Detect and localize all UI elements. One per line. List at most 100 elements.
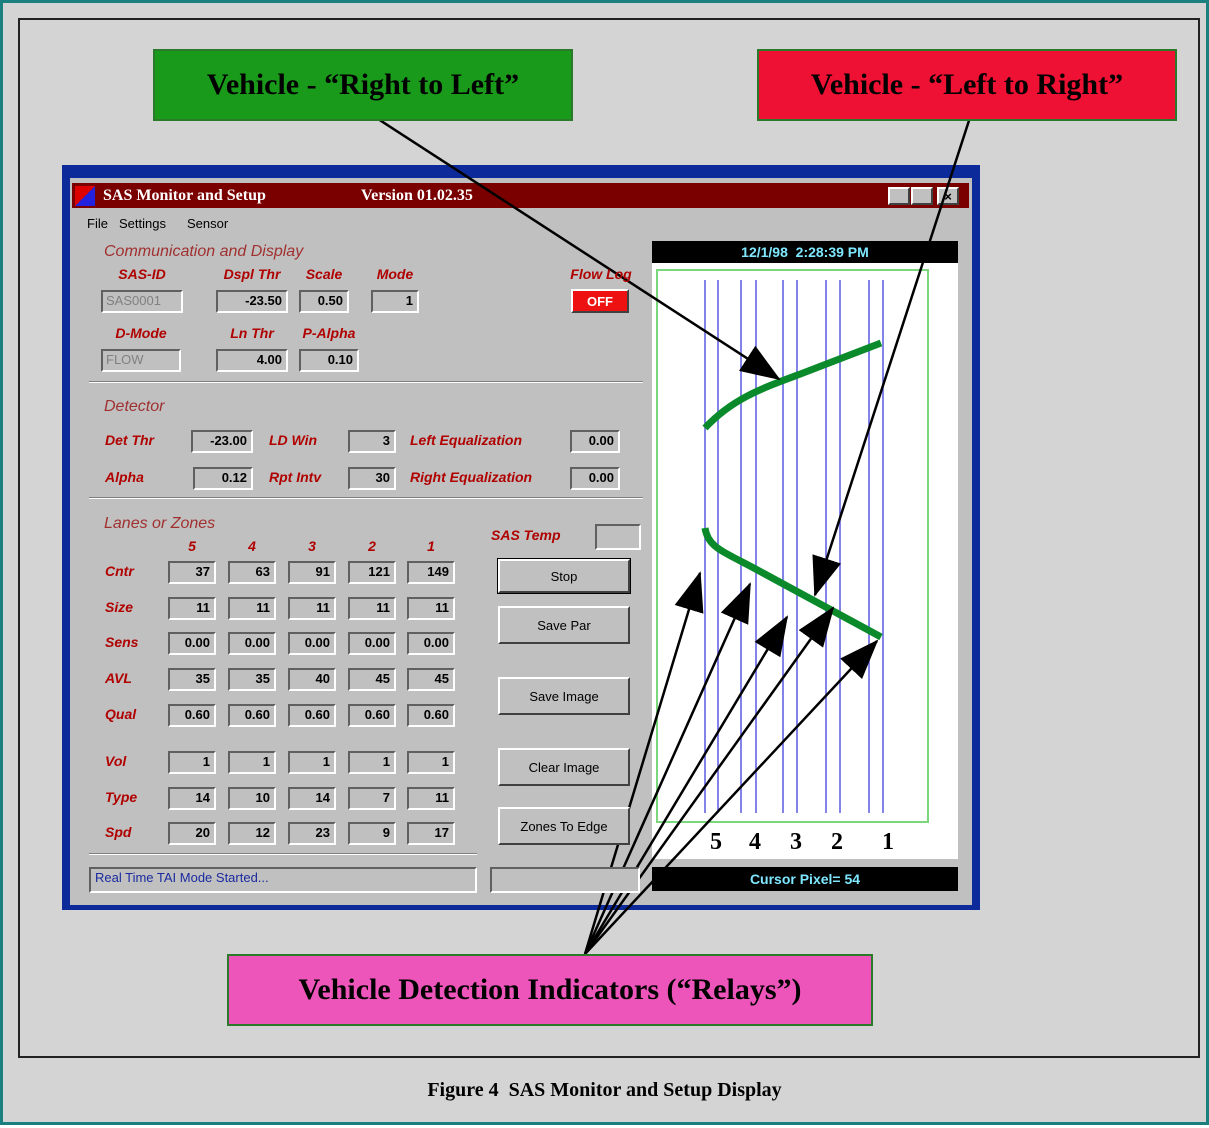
field-label: P-Alpha <box>289 325 369 343</box>
group-label: Detector <box>101 398 167 418</box>
field-value: -23.00 <box>191 430 253 453</box>
lane-value: 9 <box>348 822 396 845</box>
lane-number: 2 <box>827 829 847 857</box>
lane-value: 35 <box>228 668 276 691</box>
menu-item[interactable]: Sensor <box>187 216 228 234</box>
field-value: 1 <box>371 290 419 313</box>
field-label: Alpha <box>105 469 144 487</box>
zone-lines <box>705 280 883 813</box>
button[interactable]: Zones To Edge <box>498 807 630 845</box>
field-label: Right Equalization <box>410 469 532 487</box>
cursor-readout: Cursor Pixel= 54 <box>652 867 958 891</box>
sas-temp-value <box>595 524 641 550</box>
lane-value: 0.00 <box>288 632 336 655</box>
screenshot: × Vehicle - “Right to Left”Vehicle - “Le… <box>0 0 1209 1125</box>
group-label: Communication and Display <box>101 243 306 263</box>
field-label: SAS Temp <box>491 527 561 545</box>
lane-value: 14 <box>168 787 216 810</box>
lane-value: 35 <box>168 668 216 691</box>
row-label: Vol <box>105 753 126 771</box>
status-bar: Real Time TAI Mode Started... <box>89 867 477 893</box>
lane-value: 91 <box>288 561 336 584</box>
field-value: FLOW <box>101 349 181 372</box>
field-value: 3 <box>348 430 396 453</box>
lane-value: 1 <box>168 751 216 774</box>
trace-right-to-left <box>705 343 881 428</box>
lane-value: 10 <box>228 787 276 810</box>
lane-value: 63 <box>228 561 276 584</box>
lane-value: 40 <box>288 668 336 691</box>
column-header: 4 <box>228 538 276 556</box>
callout: Vehicle - “Right to Left” <box>153 49 573 121</box>
lane-value: 11 <box>407 597 455 620</box>
lane-value: 0.60 <box>407 704 455 727</box>
lane-number: 3 <box>786 829 806 857</box>
lane-value: 45 <box>348 668 396 691</box>
row-label: Spd <box>105 824 131 842</box>
button[interactable]: Stop <box>498 559 630 593</box>
lane-value: 23 <box>288 822 336 845</box>
separator <box>89 853 477 855</box>
row-label: Type <box>105 789 137 807</box>
field-value: 0.12 <box>193 467 253 490</box>
callout: Vehicle - “Left to Right” <box>757 49 1177 121</box>
field-value: 0.00 <box>570 467 620 490</box>
trace-left-to-right <box>705 528 881 637</box>
flow-log-toggle[interactable]: OFF <box>571 289 629 313</box>
field-label: LD Win <box>269 432 317 450</box>
field-value: 30 <box>348 467 396 490</box>
column-header: 5 <box>168 538 216 556</box>
group-label: Lanes or Zones <box>101 515 218 535</box>
row-label: AVL <box>105 670 132 688</box>
field-label: Mode <box>361 266 429 284</box>
field-label: Dspl Thr <box>206 266 298 284</box>
column-header: 1 <box>407 538 455 556</box>
row-label: Cntr <box>105 563 134 581</box>
field-label: SAS-ID <box>91 266 193 284</box>
lane-value: 1 <box>348 751 396 774</box>
callout: Vehicle Detection Indicators (“Relays”) <box>227 954 873 1026</box>
lane-value: 0.00 <box>168 632 216 655</box>
row-label: Sens <box>105 634 138 652</box>
lane-number: 1 <box>878 829 898 857</box>
lane-value: 0.60 <box>288 704 336 727</box>
lane-value: 1 <box>228 751 276 774</box>
timestamp: 12/1/98 2:28:39 PM <box>652 241 958 263</box>
field-label: Left Equalization <box>410 432 522 450</box>
lane-value: 1 <box>288 751 336 774</box>
column-header: 3 <box>288 538 336 556</box>
lane-value: 45 <box>407 668 455 691</box>
lane-value: 20 <box>168 822 216 845</box>
column-header: 2 <box>348 538 396 556</box>
lane-value: 1 <box>407 751 455 774</box>
lane-value: 12 <box>228 822 276 845</box>
lane-value: 11 <box>348 597 396 620</box>
field-value: 0.00 <box>570 430 620 453</box>
lane-number: 5 <box>706 829 726 857</box>
button[interactable]: Clear Image <box>498 748 630 786</box>
field-label: D-Mode <box>91 325 191 343</box>
row-label: Qual <box>105 706 136 724</box>
lane-value: 11 <box>407 787 455 810</box>
field-label: Rpt Intv <box>269 469 321 487</box>
caption: Figure 4 SAS Monitor and Setup Display <box>3 1079 1206 1103</box>
button[interactable]: Save Image <box>498 677 630 715</box>
lane-value: 0.60 <box>168 704 216 727</box>
zone-outline <box>657 270 928 822</box>
arrows <box>375 99 976 954</box>
separator <box>89 497 643 499</box>
field-label: Scale <box>289 266 359 284</box>
menu-item[interactable]: File <box>87 216 108 234</box>
lane-value: 121 <box>348 561 396 584</box>
window-title: SAS Monitor and Setup <box>103 186 266 206</box>
lane-value: 7 <box>348 787 396 810</box>
lane-value: 0.00 <box>228 632 276 655</box>
separator <box>89 381 643 383</box>
field-value: -23.50 <box>216 290 288 313</box>
menu-item[interactable]: Settings <box>119 216 166 234</box>
field-value: 4.00 <box>216 349 288 372</box>
field-value: 0.50 <box>299 290 349 313</box>
lane-value: 11 <box>228 597 276 620</box>
lane-value: 0.60 <box>228 704 276 727</box>
button[interactable]: Save Par <box>498 606 630 644</box>
